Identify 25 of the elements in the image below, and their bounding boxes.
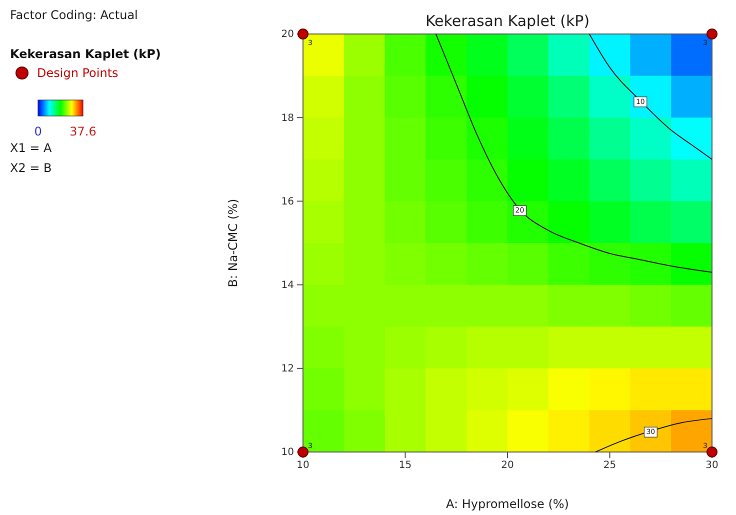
legend-label: Design Points <box>37 66 118 80</box>
chart-title: Kekerasan Kaplet (kP) <box>425 12 590 30</box>
x-tick-label: 25 <box>603 460 616 472</box>
color-bar-label: 0 <box>34 124 42 139</box>
line-series <box>594 418 712 452</box>
y-tick-label: 14 <box>281 280 294 291</box>
line-series <box>435 34 712 273</box>
line-series <box>588 34 712 160</box>
x-tick-label: 30 <box>706 460 718 472</box>
text: X1 = A <box>10 141 53 155</box>
text: X2 = B <box>10 161 52 175</box>
y-tick-label: 18 <box>281 112 294 124</box>
y-tick-label: 16 <box>281 196 294 208</box>
x-axis-title: A: Hypromellose (%) <box>446 497 569 511</box>
x-tick-label: 20 <box>501 460 514 472</box>
y-axis-title: B: Na-CMC (%) <box>226 198 240 288</box>
y-tick-label: 10 <box>281 447 294 458</box>
y-tick-label: 20 <box>281 29 294 40</box>
colorbar: 0 37.6 <box>34 100 96 139</box>
y-tick-label: 12 <box>281 364 294 375</box>
legend-title: Kekerasan Kaplet (kP) <box>10 47 161 61</box>
x-tick-label: 15 <box>398 460 412 472</box>
color-bar-label: 37.6 <box>70 124 96 139</box>
x-tick-label: 10 <box>296 460 310 472</box>
text: Factor Coding: Actual <box>10 8 138 22</box>
